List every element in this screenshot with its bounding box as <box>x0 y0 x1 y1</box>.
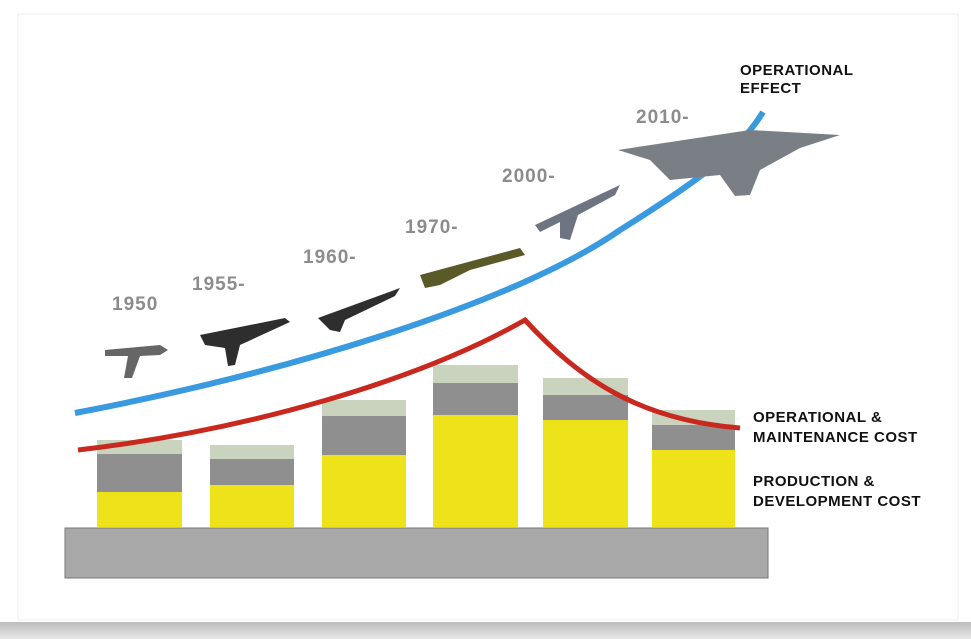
year-label: 1955- <box>192 274 246 295</box>
effect-label: OPERATIONAL <box>740 62 854 79</box>
year-label: 1970- <box>405 217 459 238</box>
om-cost-label: OPERATIONAL & <box>753 409 882 426</box>
effect-label: EFFECT <box>740 80 801 97</box>
stack <box>322 400 406 527</box>
pd-cost-label: DEVELOPMENT COST <box>753 493 921 510</box>
platform <box>64 527 769 579</box>
stack <box>433 365 518 527</box>
money-stacks <box>97 365 735 527</box>
year-label: 1950 <box>112 294 158 315</box>
stack <box>210 445 294 527</box>
year-label: 2010- <box>636 107 690 128</box>
om-cost-label: MAINTENANCE COST <box>753 429 918 446</box>
year-labels: 1950 1955- 1960- 1970- 2000- 2010- <box>112 107 690 315</box>
card-shadow <box>0 622 971 639</box>
aircraft <box>105 130 840 378</box>
cost-curve <box>77 316 741 453</box>
pd-cost-label: PRODUCTION & <box>753 473 875 490</box>
year-label: 2000- <box>502 166 556 187</box>
stack <box>543 378 628 527</box>
year-label: 1960- <box>303 247 357 268</box>
stack <box>97 440 182 527</box>
